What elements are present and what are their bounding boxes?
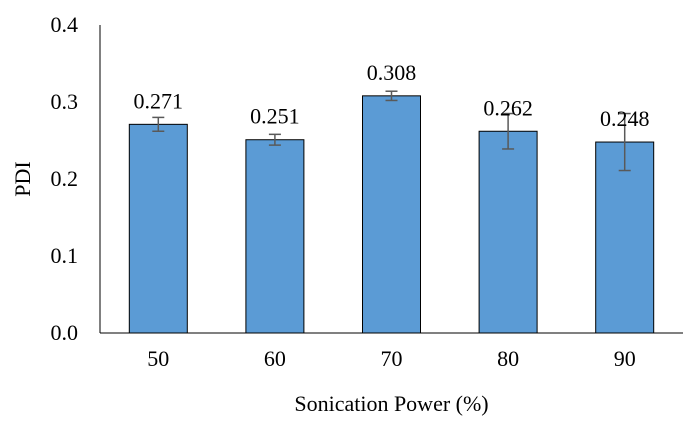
data-label-60: 0.251: [250, 104, 300, 129]
y-axis-title: PDI: [10, 161, 35, 196]
error-bar-60: [268, 133, 281, 146]
y-tick-label: 0.4: [51, 12, 79, 37]
bar-70: [362, 95, 421, 334]
data-label-90: 0.248: [600, 106, 650, 131]
x-tick-label-90: 90: [614, 346, 636, 371]
bar-90: [595, 141, 655, 334]
data-labels-layer: 0.271 0.251 0.308 0.262 0.248: [134, 60, 650, 131]
error-bar-80: [502, 112, 515, 150]
bars-layer: [128, 95, 655, 334]
axes-layer: [99, 25, 683, 334]
error-bars-layer: [152, 90, 631, 172]
bar-50: [128, 123, 188, 334]
x-tick-labels: 50 60 70 80 90: [147, 346, 635, 371]
x-tick-label-60: 60: [264, 346, 286, 371]
x-tick-label-50: 50: [147, 346, 169, 371]
error-bar-90: [618, 112, 631, 172]
y-tick-labels: 0.0 0.1 0.2 0.3 0.4: [51, 12, 79, 345]
bar-80: [478, 130, 538, 334]
x-tick-label-70: 70: [381, 346, 403, 371]
x-axis-title: Sonication Power (%): [294, 391, 488, 416]
data-label-80: 0.262: [483, 95, 533, 120]
error-bar-50: [152, 116, 165, 133]
y-tick-label: 0.1: [51, 243, 79, 268]
x-tick-label-80: 80: [497, 346, 519, 371]
y-tick-label: 0.3: [51, 89, 79, 114]
y-tick-label: 0.0: [51, 320, 79, 345]
y-tick-label: 0.2: [51, 166, 79, 191]
error-bar-70: [385, 90, 398, 102]
bar-60: [245, 139, 305, 334]
data-label-70: 0.308: [367, 60, 417, 85]
data-label-50: 0.271: [134, 88, 184, 113]
